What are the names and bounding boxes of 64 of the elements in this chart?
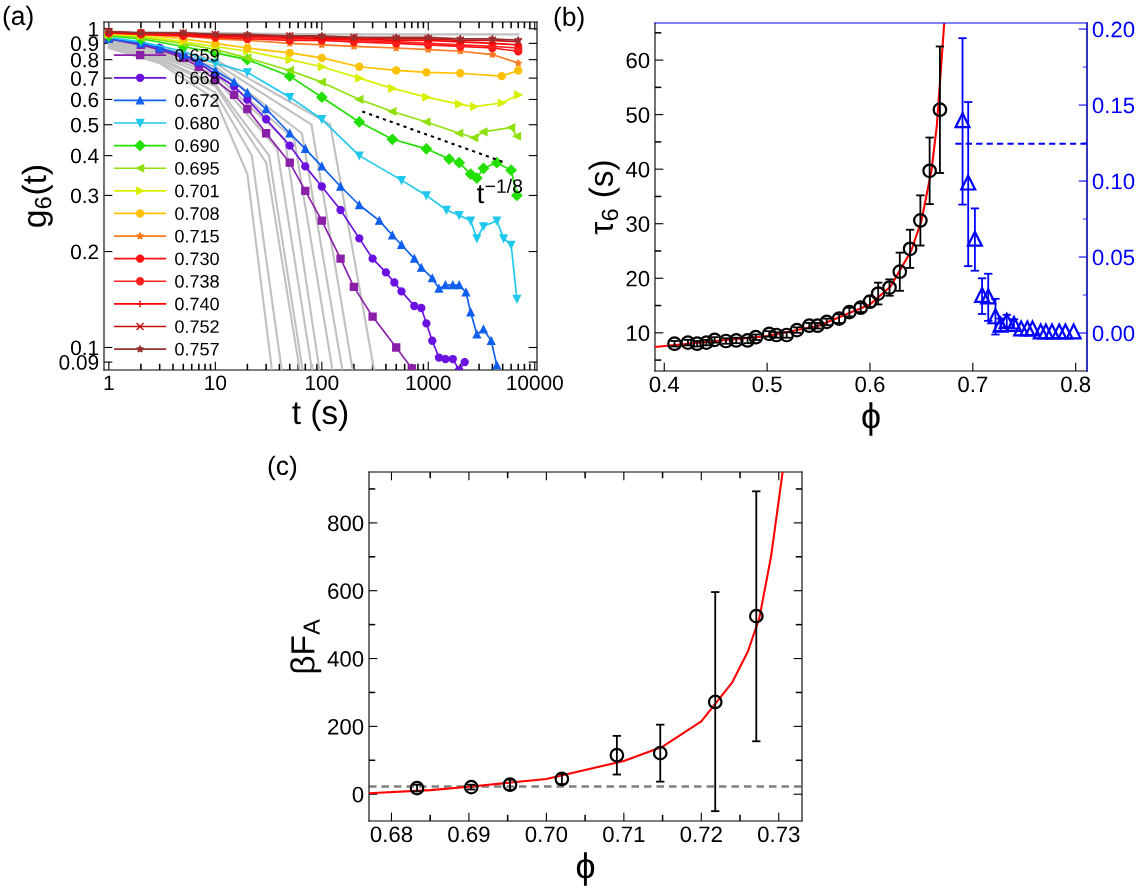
x-tick-label: 0.70 [525, 826, 568, 843]
x-tick-label: 10 [205, 375, 227, 391]
y-tick-label: 20 [626, 270, 650, 287]
x-tick-label: 0.8 [1061, 376, 1091, 393]
legend-label: 0.730 [175, 252, 219, 266]
chart-title: (b) [554, 6, 584, 32]
legend-label: 0.757 [175, 342, 219, 356]
chart-title: (a) [3, 5, 33, 31]
y-tick-label: 60 [626, 52, 650, 69]
y-tick-label: 0.2 [70, 244, 99, 260]
x-tick-label: 1000 [406, 375, 451, 391]
x-tick-label: 0.6 [855, 376, 885, 393]
y-tick-label: 0.5 [70, 117, 99, 133]
y-tick-label: 10 [627, 325, 650, 342]
y-tick-label: 40 [625, 161, 650, 178]
x-tick-label: 0.73 [758, 826, 800, 843]
x-tick-label: 100 [306, 375, 339, 391]
legend-label: 0.680 [175, 116, 219, 130]
y-tick-label: 0.3 [70, 188, 99, 204]
y2-tick-label: 0.00 [1092, 325, 1135, 342]
y-tick-label: 0.8 [70, 52, 99, 68]
y-tick-label: 30 [626, 216, 650, 232]
legend-label: 0.695 [175, 161, 219, 175]
x-axis-title: ϕ [576, 852, 595, 886]
x-tick-label: 0.5 [752, 376, 782, 393]
x-tick-label: 0.69 [448, 826, 490, 843]
y-tick-label: 0.1 [70, 340, 99, 356]
y-tick-label: 0.7 [70, 71, 99, 86]
y-axis-title: g$_{6}$(t) [21, 166, 53, 227]
legend-label: 0.752 [175, 320, 219, 333]
x-tick-label: 10000 [507, 375, 563, 391]
legend-label: 0.672 [175, 94, 219, 107]
x-tick-label: 0.4 [649, 376, 680, 393]
y-axis-title: τ$_{6}$ (s) [588, 161, 620, 235]
x-axis-title: t (s) [292, 399, 348, 431]
legend-label: 0.708 [175, 207, 219, 220]
y-tick-label: 400 [327, 651, 364, 667]
y-tick-label: 200 [328, 718, 364, 735]
y2-tick-label: 0.20 [1092, 21, 1135, 38]
legend-label: 0.738 [175, 274, 219, 288]
chart-title: (c) [268, 455, 297, 481]
y-axis-title: βF$_{A}$ [290, 619, 322, 673]
y-tick-label: 600 [328, 583, 364, 599]
x-tick-label: 0.68 [370, 826, 413, 843]
x-tick-label: 0.71 [603, 826, 645, 843]
legend-label: 0.690 [175, 139, 219, 153]
y-tick-label: 0.4 [70, 148, 99, 164]
y-tick-label: 0.9 [70, 36, 99, 52]
x-tick-label: 0.72 [680, 826, 722, 843]
y-tick-label: 800 [328, 515, 364, 532]
y2-tick-label: 0.15 [1092, 97, 1135, 114]
y2-tick-label: 0.05 [1092, 249, 1135, 266]
y-tick-label: 0.09 [59, 355, 99, 370]
legend-label: 0.701 [175, 184, 219, 198]
legend-label: 0.715 [175, 229, 219, 243]
x-tick-label: 1 [104, 375, 114, 390]
y-tick-label: 0.6 [70, 92, 99, 108]
y-tick-label: 1 [89, 21, 99, 37]
x-tick-label: 0.7 [958, 376, 988, 393]
x-axis-title: ϕ [862, 402, 880, 436]
legend-label: 0.740 [175, 297, 219, 311]
y-tick-label: 50 [626, 107, 650, 123]
y-tick-label: 0 [352, 786, 364, 803]
y2-tick-label: 0.10 [1092, 173, 1135, 190]
